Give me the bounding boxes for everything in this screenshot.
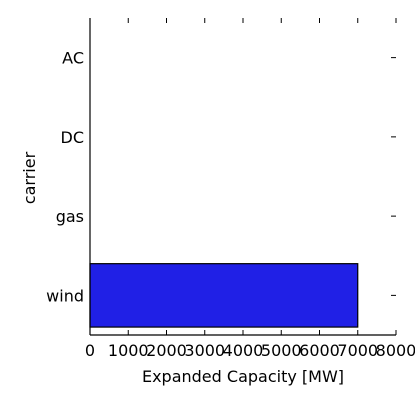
- y-tick-label-ac: AC: [62, 49, 84, 68]
- y-tick-label-dc: DC: [61, 128, 85, 147]
- x-tick-label-4000: 4000: [223, 341, 264, 360]
- bar-wind: [89, 263, 359, 328]
- x-tick-label-6000: 6000: [299, 341, 340, 360]
- x-tick-label-0: 0: [85, 341, 95, 360]
- x-tick-label-8000: 8000: [376, 341, 415, 360]
- ticks-layer: [89, 18, 397, 335]
- x-tick-label-7000: 7000: [337, 341, 378, 360]
- labels-layer: AC DC gas wind 0 1000200030004000500060007000…: [46, 49, 415, 360]
- x-axis-title: Expanded Capacity [MW]: [142, 367, 344, 386]
- y-tick-label-wind: wind: [46, 286, 84, 305]
- x-tick-label-2000: 2000: [146, 341, 187, 360]
- y-axis-title: carrier: [20, 151, 39, 204]
- x-tick-label-5000: 5000: [261, 341, 302, 360]
- y-tick-label-gas: gas: [56, 207, 84, 226]
- x-tick-label-3000: 3000: [184, 341, 225, 360]
- x-tick-label-1000: 1000: [108, 341, 149, 360]
- bars-layer: [89, 263, 359, 328]
